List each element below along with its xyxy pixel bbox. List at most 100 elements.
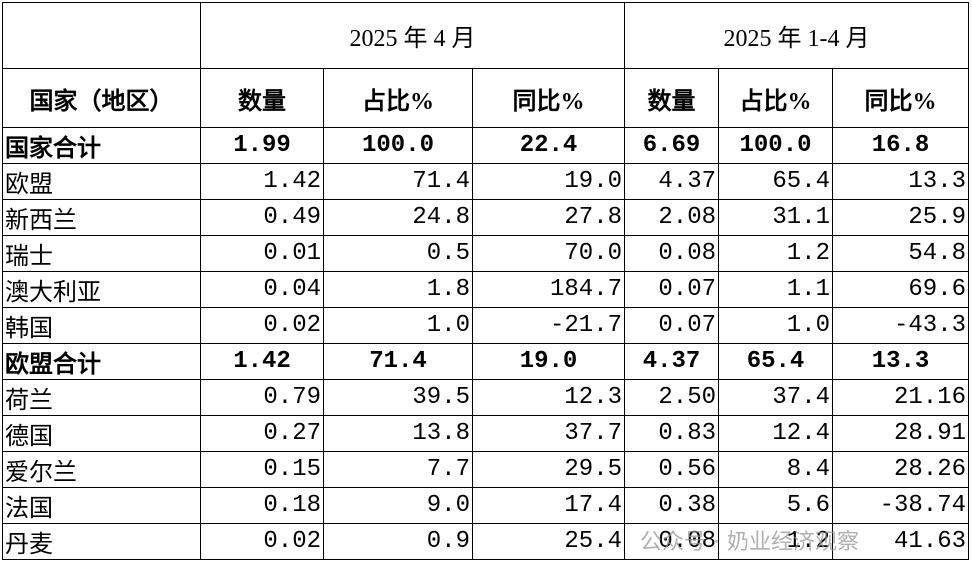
table-row: 澳大利亚 0.04 1.8 184.7 0.07 1.1 69.6 [2, 271, 969, 308]
column-header-row: 国家（地区） 数量 占比% 同比% 数量 占比% 同比% [2, 68, 969, 128]
column-header: 同比% [832, 68, 969, 128]
value-cell: 0.18 [200, 487, 324, 524]
value-cell: 9.0 [323, 487, 473, 524]
value-cell: 1.42 [200, 343, 324, 380]
table-row: 德国 0.27 13.8 37.7 0.83 12.4 28.91 [2, 415, 969, 452]
value-cell: 13.3 [832, 343, 969, 380]
value-cell: 24.8 [323, 199, 473, 236]
table-row: 韩国 0.02 1.0 -21.7 0.07 1.0 -43.3 [2, 307, 969, 344]
value-cell: 0.08 [624, 235, 719, 272]
table-row: 爱尔兰 0.15 7.7 29.5 0.56 8.4 28.26 [2, 451, 969, 488]
value-cell: 54.8 [832, 235, 969, 272]
value-cell: 6.69 [624, 127, 719, 164]
value-cell: 31.1 [718, 199, 833, 236]
value-cell: 100.0 [718, 127, 833, 164]
value-cell: 19.0 [472, 343, 625, 380]
total-row: 国家合计 1.99 100.0 22.4 6.69 100.0 16.8 [2, 127, 969, 164]
total-row: 欧盟合计 1.42 71.4 19.0 4.37 65.4 13.3 [2, 343, 969, 380]
column-header: 同比% [472, 68, 625, 128]
value-cell: -21.7 [472, 307, 625, 344]
value-cell: 4.37 [624, 163, 719, 200]
region-cell: 韩国 [2, 307, 201, 344]
blank-cell [2, 2, 201, 69]
value-cell: 39.5 [323, 379, 473, 416]
column-header: 占比% [323, 68, 473, 128]
value-cell: 0.01 [200, 235, 324, 272]
table-row: 新西兰 0.49 24.8 27.8 2.08 31.1 25.9 [2, 199, 969, 236]
value-cell: 0.02 [200, 523, 324, 560]
value-cell: 71.4 [323, 343, 473, 380]
value-cell: 13.3 [832, 163, 969, 200]
value-cell: 19.0 [472, 163, 625, 200]
value-cell: 22.4 [472, 127, 625, 164]
value-cell: 28.91 [832, 415, 969, 452]
value-cell: 69.6 [832, 271, 969, 308]
value-cell: -38.74 [832, 487, 969, 524]
data-table: 2025 年 4 月 2025 年 1-4 月 国家（地区） 数量 占比% 同比% 数量… [2, 2, 969, 560]
value-cell: 0.79 [200, 379, 324, 416]
period-header: 2025 年 4 月 [200, 2, 625, 69]
value-cell: 21.16 [832, 379, 969, 416]
region-cell: 瑞士 [2, 235, 201, 272]
value-cell: 1.99 [200, 127, 324, 164]
value-cell: 1.0 [718, 307, 833, 344]
region-cell: 荷兰 [2, 379, 201, 416]
table-body: 2025 年 4 月 2025 年 1-4 月 国家（地区） 数量 占比% 同比% 数量… [2, 2, 969, 560]
value-cell: 1.2 [718, 523, 833, 560]
value-cell: 1.42 [200, 163, 324, 200]
column-header: 数量 [200, 68, 324, 128]
value-cell: 29.5 [472, 451, 625, 488]
value-cell: 2.08 [624, 199, 719, 236]
value-cell: 71.4 [323, 163, 473, 200]
value-cell: 7.7 [323, 451, 473, 488]
value-cell: 25.4 [472, 523, 625, 560]
value-cell: 0.56 [624, 451, 719, 488]
value-cell: 0.07 [624, 271, 719, 308]
value-cell: 0.08 [624, 523, 719, 560]
watermark: 公众号 · 奶业经济观察 [640, 530, 859, 555]
value-cell: 1.2 [718, 235, 833, 272]
period-header-row: 2025 年 4 月 2025 年 1-4 月 [2, 2, 969, 69]
value-cell: 0.04 [200, 271, 324, 308]
value-cell: 100.0 [323, 127, 473, 164]
value-cell: 41.63 [832, 523, 969, 560]
region-cell: 爱尔兰 [2, 451, 201, 488]
region-cell: 丹麦 [2, 523, 201, 560]
region-cell: 德国 [2, 415, 201, 452]
region-cell: 新西兰 [2, 199, 201, 236]
value-cell: 17.4 [472, 487, 625, 524]
period-header: 2025 年 1-4 月 [624, 2, 969, 69]
value-cell: 0.49 [200, 199, 324, 236]
value-cell: 16.8 [832, 127, 969, 164]
value-cell: 13.8 [323, 415, 473, 452]
value-cell: 37.4 [718, 379, 833, 416]
table-row: 荷兰 0.79 39.5 12.3 2.50 37.4 21.16 [2, 379, 969, 416]
region-cell: 澳大利亚 [2, 271, 201, 308]
value-cell: 25.9 [832, 199, 969, 236]
value-cell: 65.4 [718, 343, 833, 380]
value-cell: 12.4 [718, 415, 833, 452]
table-row: 瑞士 0.01 0.5 70.0 0.08 1.2 54.8 [2, 235, 969, 272]
value-cell: 2.50 [624, 379, 719, 416]
region-cell: 法国 [2, 487, 201, 524]
value-cell: -43.3 [832, 307, 969, 344]
table-row: 欧盟 1.42 71.4 19.0 4.37 65.4 13.3 [2, 163, 969, 200]
value-cell: 27.8 [472, 199, 625, 236]
column-header: 占比% [718, 68, 833, 128]
table-row: 法国 0.18 9.0 17.4 0.38 5.6 -38.74 [2, 487, 969, 524]
value-cell: 0.07 [624, 307, 719, 344]
value-cell: 0.38 [624, 487, 719, 524]
value-cell: 65.4 [718, 163, 833, 200]
value-cell: 5.6 [718, 487, 833, 524]
value-cell: 0.9 [323, 523, 473, 560]
value-cell: 37.7 [472, 415, 625, 452]
value-cell: 8.4 [718, 451, 833, 488]
region-cell: 国家合计 [2, 127, 201, 164]
region-cell: 欧盟合计 [2, 343, 201, 380]
value-cell: 4.37 [624, 343, 719, 380]
value-cell: 1.8 [323, 271, 473, 308]
value-cell: 0.02 [200, 307, 324, 344]
value-cell: 12.3 [472, 379, 625, 416]
column-header: 数量 [624, 68, 719, 128]
